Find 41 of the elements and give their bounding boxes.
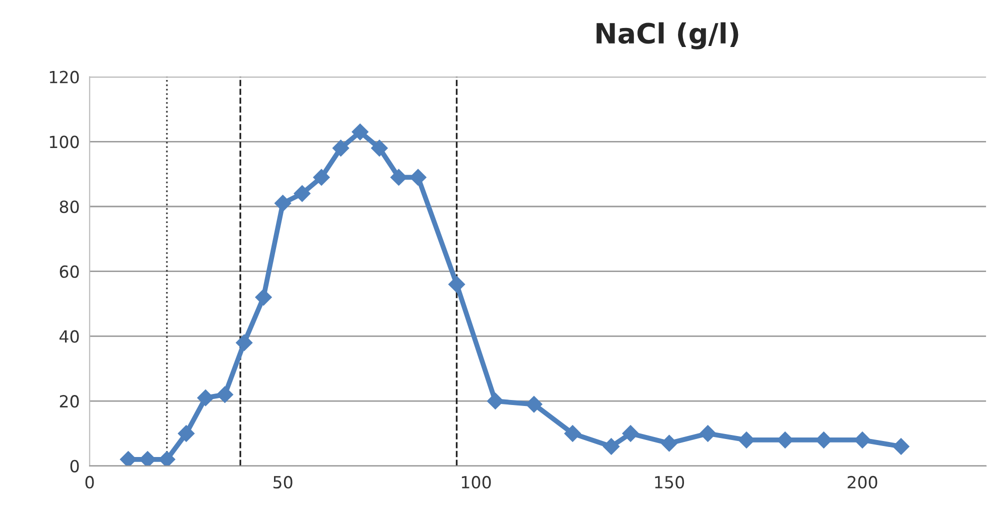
point [815,432,832,448]
point [854,432,871,448]
point [294,185,311,202]
point [602,438,620,455]
point [371,140,388,157]
point [236,334,253,352]
y-tick-label: 40 [60,330,79,343]
x-tick-label: 100 [462,476,491,489]
point [622,425,639,442]
point [660,434,678,452]
point [274,194,292,212]
point [158,451,176,466]
x-tick-label: 150 [655,476,684,489]
y-tick-label: 100 [50,136,79,148]
y-tick-label: 80 [60,200,79,214]
point [738,432,755,448]
point [892,438,910,455]
y-tick-label: 20 [60,395,79,408]
point [564,425,581,442]
point [332,140,350,157]
point [216,386,234,403]
point [352,124,368,140]
point [313,168,330,186]
y-tick-label: 0 [70,460,79,472]
point [526,396,542,413]
point [448,276,466,293]
point [120,451,137,466]
point [776,432,794,448]
point [139,451,156,466]
point [255,288,272,306]
y-tick-label: 120 [50,70,79,84]
point [486,392,504,410]
y-tick-label: 60 [60,265,79,278]
x-tick-label: 200 [848,476,878,489]
point [699,425,716,442]
point [178,425,195,442]
x-tick-label: 50 [274,476,292,489]
x-tick-label: 0 [85,476,94,489]
point [197,389,214,406]
chart-title: NaCl (g/l) [596,22,738,50]
point [410,168,426,186]
